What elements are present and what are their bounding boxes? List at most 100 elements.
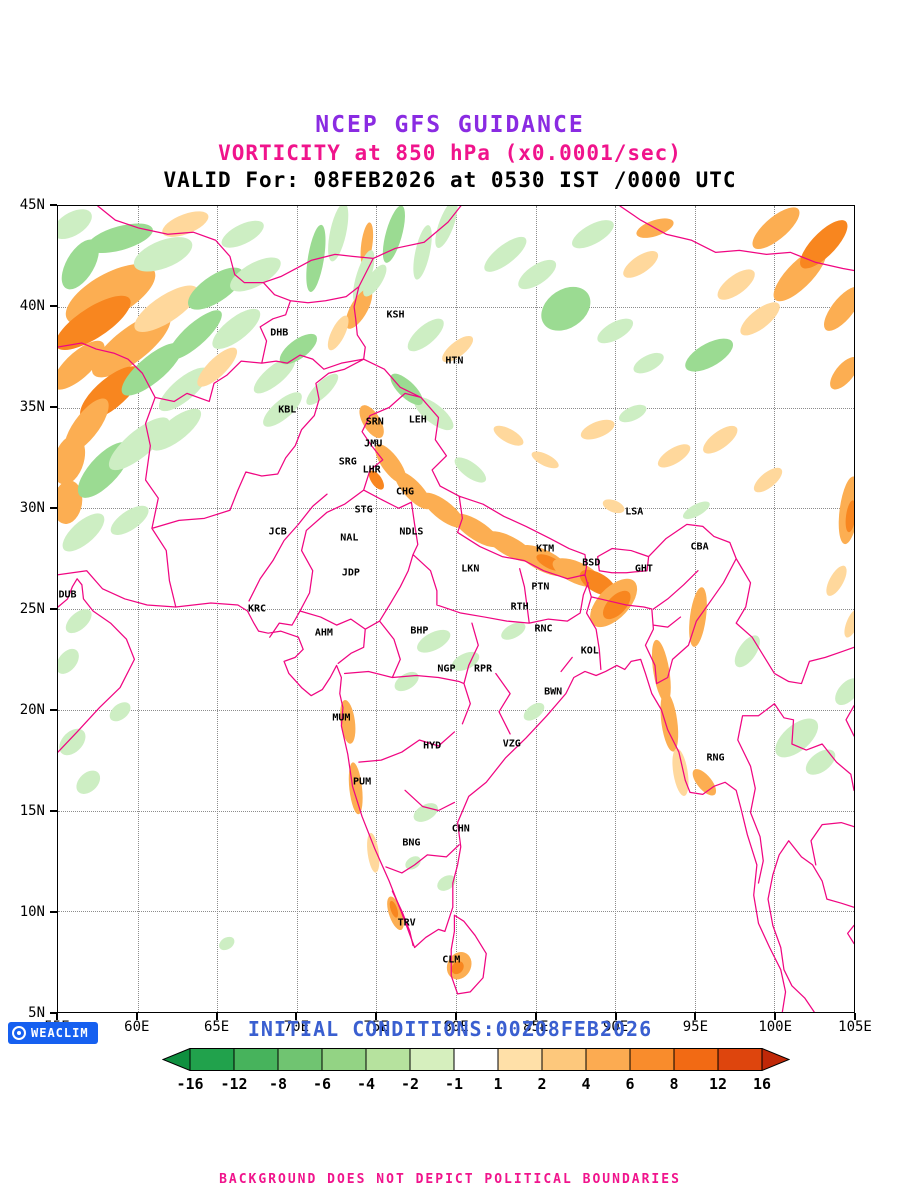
city-label: KBL bbox=[278, 404, 297, 415]
disclaimer-text: BACKGROUND DOES NOT DEPICT POLITICAL BOU… bbox=[219, 1172, 681, 1187]
grid-line-horizontal bbox=[58, 508, 854, 510]
x-axis-tick bbox=[56, 1013, 58, 1020]
city-label: BSD bbox=[582, 557, 601, 569]
city-label: PUM bbox=[353, 776, 372, 788]
x-axis-tick bbox=[854, 1013, 856, 1020]
city-label: BNG bbox=[402, 837, 421, 849]
x-axis-tick bbox=[135, 1013, 138, 1020]
x-axis-label: 60E bbox=[124, 1019, 150, 1035]
colorbar-tick-label: 16 bbox=[752, 1075, 772, 1093]
city-label: SRG bbox=[338, 456, 357, 468]
x-axis-label: 75E bbox=[363, 1019, 389, 1035]
city-label: SRN bbox=[365, 416, 384, 428]
y-axis-ticks bbox=[50, 204, 57, 1014]
city-label: KTM bbox=[536, 543, 555, 555]
city-labels-layer: KSH DHB HTN KBL SRN LEH JMU SRG LHR CHG STG LSA JCB N… bbox=[58, 206, 854, 1012]
map-svg bbox=[58, 206, 854, 1012]
weaclim-logo-text: WEACLIM bbox=[31, 1026, 89, 1040]
x-axis-tick bbox=[534, 1013, 537, 1020]
colorbar-tick-label: -8 bbox=[268, 1075, 288, 1093]
city-label: LSA bbox=[625, 506, 644, 518]
x-axis-label: 95E bbox=[682, 1019, 709, 1035]
y-axis-label: 30N bbox=[19, 500, 45, 516]
city-label: RNC bbox=[534, 623, 553, 635]
colorbar-tick-label: 2 bbox=[537, 1075, 547, 1093]
colorbar-tick-label: 1 bbox=[493, 1075, 503, 1093]
colorbar-tick-label: -6 bbox=[312, 1075, 332, 1093]
city-label: LEH bbox=[408, 414, 427, 426]
y-axis-label: 15N bbox=[19, 803, 45, 819]
x-axis-tick bbox=[375, 1013, 378, 1020]
map-frame: KSH DHB HTN KBL SRN LEH JMU SRG LHR CHG STG LSA JCB N… bbox=[57, 205, 855, 1013]
city-label: NDLS bbox=[399, 526, 424, 538]
city-label: CHN bbox=[451, 823, 470, 835]
y-axis-label: 5N bbox=[28, 1005, 45, 1021]
city-label: MUM bbox=[332, 712, 351, 724]
colorbar-svg bbox=[161, 1047, 791, 1072]
city-label: GHT bbox=[634, 563, 653, 575]
x-axis-label: 80E bbox=[443, 1019, 469, 1035]
y-axis-tick bbox=[50, 911, 57, 913]
x-axis-label: 70E bbox=[283, 1019, 310, 1035]
y-axis-label: 20N bbox=[19, 702, 45, 718]
y-axis-label: 10N bbox=[19, 904, 45, 920]
y-axis-tick bbox=[50, 305, 57, 307]
y-axis-tick bbox=[50, 1012, 57, 1014]
grid-line-horizontal bbox=[58, 911, 854, 913]
colorbar-tick-label: 12 bbox=[708, 1075, 728, 1093]
y-axis-tick bbox=[50, 406, 57, 408]
y-axis-label: 35N bbox=[19, 399, 45, 415]
title-valid-time: VALID For: 08FEB2026 at 0530 IST /0000 U… bbox=[163, 168, 737, 192]
x-axis-label: 105E bbox=[838, 1019, 872, 1035]
y-axis-tick bbox=[50, 204, 57, 206]
city-label: KRC bbox=[247, 603, 267, 615]
x-axis-tick bbox=[614, 1013, 617, 1020]
city-label: JCB bbox=[268, 526, 287, 538]
city-label: DHB bbox=[270, 327, 289, 339]
city-label: VZG bbox=[502, 738, 521, 750]
city-label: BWN bbox=[544, 686, 563, 698]
colorbar-tick-label: 8 bbox=[669, 1075, 679, 1093]
city-label: KOL bbox=[580, 645, 599, 657]
state-borders-path bbox=[249, 490, 698, 945]
city-label: NAL bbox=[340, 532, 359, 544]
country-borders-path bbox=[58, 206, 854, 883]
colorbar bbox=[161, 1047, 791, 1072]
city-label: CHG bbox=[396, 486, 415, 498]
x-axis-tick bbox=[774, 1013, 777, 1020]
vorticity-shading-group bbox=[58, 206, 854, 980]
city-label: CBA bbox=[690, 541, 709, 553]
weaclim-logo-icon bbox=[12, 1026, 26, 1040]
city-label: KSH bbox=[386, 309, 405, 321]
y-axis-label: 40N bbox=[19, 298, 45, 314]
colorbar-ticks: -16 -12 -8 -6 -4 -2 -1 1 2 4 6 8 12 16 bbox=[162, 1075, 790, 1093]
x-axis-label: 90E bbox=[602, 1019, 629, 1035]
boundaries-group bbox=[58, 206, 854, 1012]
colorbar-tick-label: 6 bbox=[625, 1075, 635, 1093]
x-axis-label: 85E bbox=[523, 1019, 549, 1035]
x-axis-tick bbox=[694, 1013, 697, 1020]
city-label: TRV bbox=[397, 917, 416, 929]
x-axis-label: 100E bbox=[758, 1019, 793, 1035]
weaclim-logo: WEACLIM bbox=[8, 1022, 98, 1044]
grid-line-horizontal bbox=[58, 407, 854, 409]
x-axis-tick bbox=[215, 1013, 218, 1020]
city-label: LKN bbox=[461, 563, 480, 575]
city-label: NGP bbox=[437, 663, 456, 675]
city-label: HTN bbox=[445, 355, 464, 367]
y-axis-tick bbox=[50, 507, 57, 509]
city-label: HYD bbox=[423, 740, 442, 752]
x-axis-tick bbox=[295, 1013, 298, 1020]
colorbar-tick-label: -1 bbox=[444, 1075, 464, 1093]
city-label: DUB bbox=[58, 589, 77, 601]
grid-line-horizontal bbox=[58, 306, 854, 308]
city-label: RPR bbox=[474, 663, 493, 675]
colorbar-tick-label: 4 bbox=[581, 1075, 591, 1093]
city-label: CLM bbox=[442, 954, 461, 966]
x-axis-label: 65E bbox=[203, 1019, 230, 1035]
y-axis-tick bbox=[50, 608, 57, 610]
city-label: JMU bbox=[364, 438, 383, 450]
city-label: AHM bbox=[314, 627, 333, 639]
y-axis-label: 25N bbox=[19, 601, 45, 617]
grid-line-horizontal bbox=[58, 810, 854, 812]
